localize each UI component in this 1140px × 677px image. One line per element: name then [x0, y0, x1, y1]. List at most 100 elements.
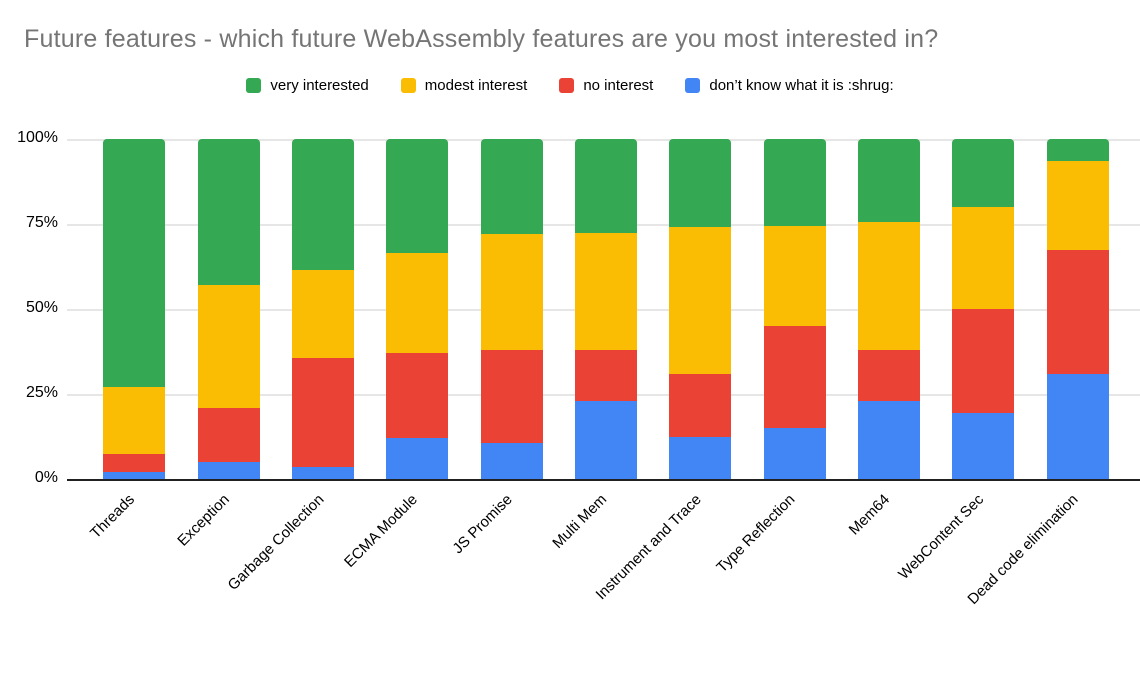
bar-segment-very[interactable] — [952, 139, 1015, 208]
legend: very interested modest interest no interes… — [0, 77, 1140, 94]
bar-slot — [87, 139, 181, 479]
bar-segment-modest[interactable] — [480, 234, 543, 350]
bar-segment-very[interactable] — [858, 139, 921, 223]
stacked-bar-threads — [103, 139, 166, 479]
bar-segment-modest[interactable] — [386, 252, 449, 354]
bar-segment-very[interactable] — [574, 139, 637, 233]
legend-item-3: don’t know what it is :shrug: — [685, 77, 894, 94]
legend-swatch-icon — [400, 78, 416, 93]
bar-segment-no[interactable] — [480, 349, 543, 444]
x-axis-line — [67, 479, 1140, 481]
y-tick-label: 25% — [25, 384, 58, 401]
bar-segment-modest[interactable] — [197, 285, 260, 408]
bar-segment-dont[interactable] — [669, 436, 732, 479]
legend-swatch-icon — [559, 78, 575, 93]
bar-slot — [936, 139, 1030, 479]
stacked-bar-webcontent-sec — [952, 139, 1015, 479]
x-tick-label: Threads — [87, 491, 139, 542]
stacked-bar-multi-mem — [574, 139, 637, 479]
bar-segment-no[interactable] — [386, 353, 449, 439]
y-tick-label: 0% — [34, 469, 58, 486]
bar-segment-dont[interactable] — [858, 400, 921, 479]
legend-item-1: modest interest — [400, 77, 528, 94]
x-tick-label: Instrument and Trace — [592, 491, 705, 604]
stacked-bar-instrument-and-trace — [669, 139, 732, 479]
legend-item-2: no interest — [559, 77, 653, 94]
bar-segment-no[interactable] — [669, 373, 732, 437]
legend-label: no interest — [583, 77, 654, 94]
bar-segment-modest[interactable] — [858, 222, 921, 350]
bar-segment-no[interactable] — [197, 407, 260, 462]
legend-label: modest interest — [424, 77, 528, 94]
y-tick-label: 100% — [17, 129, 58, 146]
bar-segment-no[interactable] — [952, 309, 1015, 413]
bar-segment-very[interactable] — [197, 139, 260, 286]
bar-segment-modest[interactable] — [952, 207, 1015, 310]
bar-slot — [653, 139, 747, 479]
bar-segment-modest[interactable] — [1046, 161, 1109, 250]
bar-slot — [276, 139, 370, 479]
stacked-bar-js-promise — [480, 139, 543, 479]
x-tick-label: Multi Mem — [549, 491, 611, 552]
bar-segment-modest[interactable] — [103, 387, 166, 454]
stacked-bar-exception — [197, 139, 260, 479]
bar-segment-modest[interactable] — [574, 232, 637, 350]
stacked-bar-garbage-collection — [291, 139, 354, 479]
bar-segment-no[interactable] — [103, 453, 166, 473]
x-tick-label: Dead code elimination — [964, 491, 1082, 608]
bar-segment-no[interactable] — [574, 349, 637, 401]
bar-segment-dont[interactable] — [197, 462, 260, 479]
bar-slot — [1031, 139, 1125, 479]
bar-segment-no[interactable] — [763, 326, 826, 428]
stacked-bar-dead-code-elimination — [1046, 139, 1109, 479]
bar-segment-very[interactable] — [669, 139, 732, 228]
bar-segment-very[interactable] — [1046, 139, 1109, 162]
bar-slot — [464, 139, 558, 479]
bar-segment-dont[interactable] — [952, 412, 1015, 479]
y-tick-label: 75% — [25, 214, 58, 231]
x-tick-label: JS Promise — [449, 491, 516, 558]
x-tick-label: Mem64 — [845, 491, 894, 539]
legend-swatch-icon — [246, 78, 262, 93]
bar-segment-dont[interactable] — [103, 472, 166, 479]
y-tick-label: 50% — [25, 299, 58, 316]
bar-segment-very[interactable] — [103, 139, 166, 388]
bar-slot — [370, 139, 464, 479]
bar-segment-dont[interactable] — [763, 428, 826, 479]
chart-title: Future features - which future WebAssemb… — [24, 25, 939, 53]
bar-segment-no[interactable] — [858, 349, 921, 401]
bar-segment-dont[interactable] — [1046, 373, 1109, 479]
bar-slot — [559, 139, 653, 479]
bar-segment-very[interactable] — [386, 139, 449, 253]
x-tick-label: Type Reflection — [713, 491, 799, 577]
bar-segment-dont[interactable] — [480, 443, 543, 479]
legend-item-0: very interested — [246, 77, 369, 94]
bar-segment-modest[interactable] — [669, 227, 732, 374]
bar-segment-very[interactable] — [291, 139, 354, 270]
stacked-bar-type-reflection — [763, 139, 826, 479]
bar-segment-modest[interactable] — [291, 269, 354, 359]
legend-swatch-icon — [685, 78, 701, 93]
stacked-bar-ecma-module — [386, 139, 449, 479]
bar-slot — [748, 139, 842, 479]
bar-segment-no[interactable] — [291, 358, 354, 468]
bar-segment-very[interactable] — [763, 139, 826, 226]
bar-segment-dont[interactable] — [574, 400, 637, 479]
legend-label: don’t know what it is :shrug: — [709, 77, 894, 94]
plot-area: Threads Exception Garbage Collection ECMA M… — [67, 139, 1140, 608]
x-tick-label: ECMA Module — [341, 491, 422, 571]
stacked-bar-mem64 — [858, 139, 921, 479]
legend-label: very interested — [270, 77, 369, 94]
x-tick-label: Exception — [173, 491, 233, 550]
bar-slot — [842, 139, 936, 479]
x-tick-label: WebContent Sec — [895, 491, 988, 584]
bar-slot — [181, 139, 275, 479]
bar-segment-very[interactable] — [480, 139, 543, 235]
bar-segment-dont[interactable] — [386, 438, 449, 479]
bar-segment-dont[interactable] — [291, 467, 354, 479]
x-tick-label: Garbage Collection — [224, 491, 327, 594]
bar-segment-modest[interactable] — [763, 225, 826, 326]
bars-container — [87, 139, 1125, 479]
bar-segment-no[interactable] — [1046, 249, 1109, 374]
